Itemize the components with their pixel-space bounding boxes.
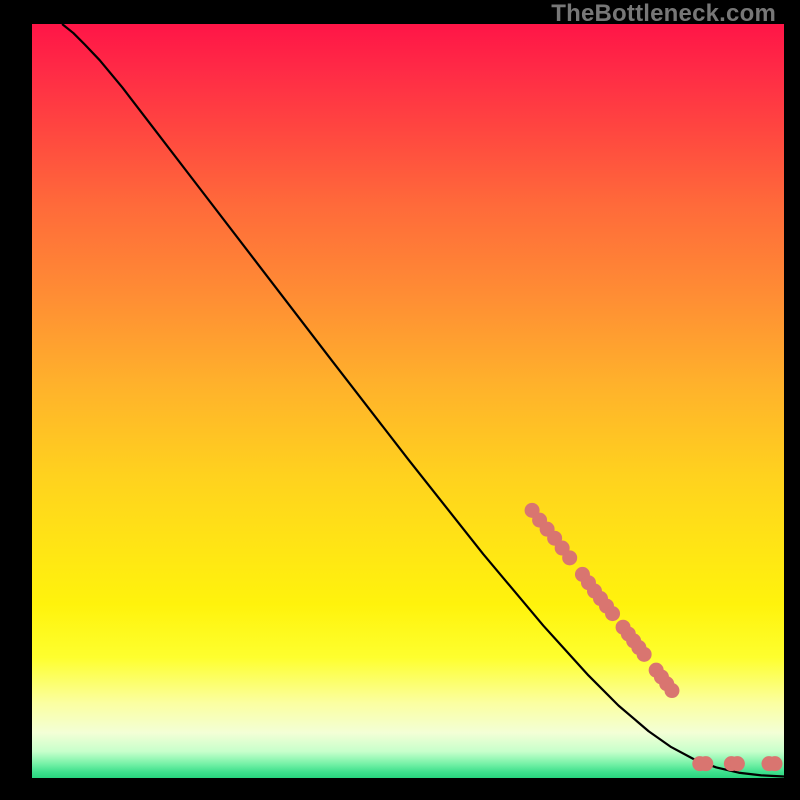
data-marker bbox=[767, 756, 782, 771]
data-marker bbox=[562, 550, 577, 565]
data-marker bbox=[605, 606, 620, 621]
data-marker bbox=[637, 647, 652, 662]
chart-canvas: TheBottleneck.com bbox=[0, 0, 800, 800]
data-marker bbox=[730, 756, 745, 771]
bottleneck-curve-chart bbox=[32, 24, 784, 778]
data-marker bbox=[698, 756, 713, 771]
data-marker bbox=[664, 683, 679, 698]
plot-background bbox=[32, 24, 784, 778]
